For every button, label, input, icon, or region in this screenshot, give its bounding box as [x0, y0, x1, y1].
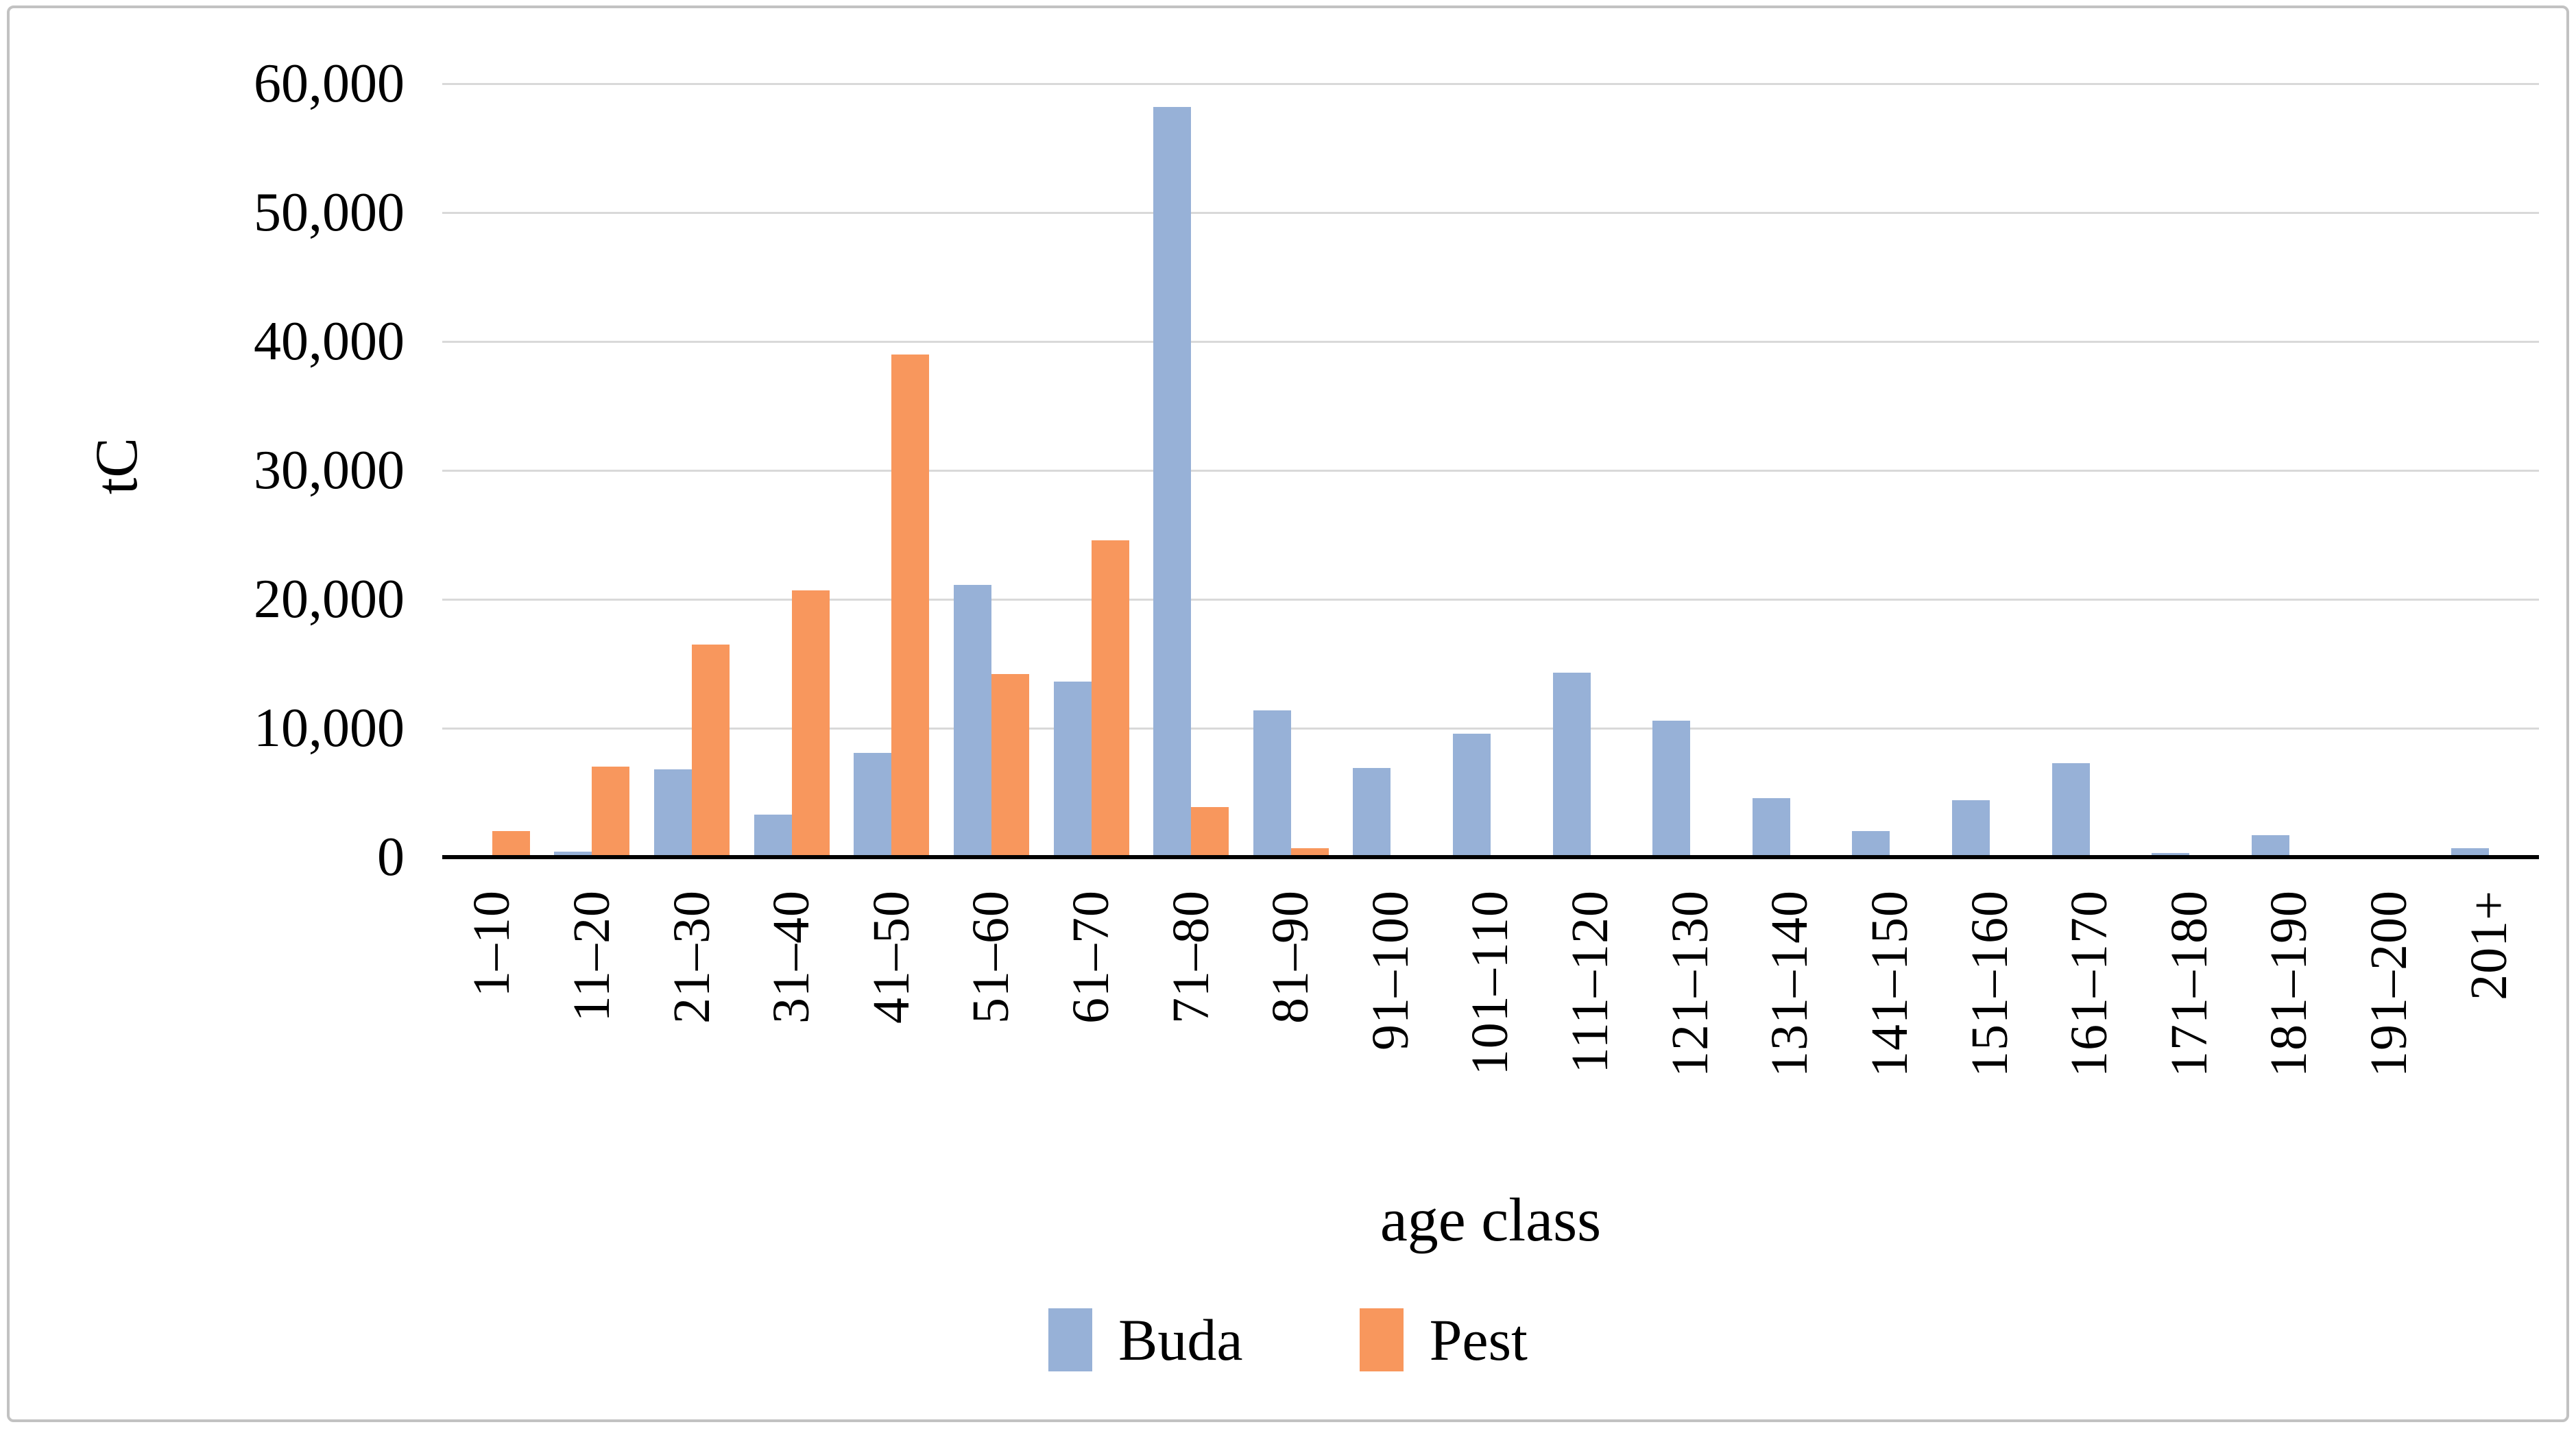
x-tick-label-text: 11–20	[562, 890, 621, 1022]
x-axis-line	[442, 855, 2539, 859]
x-axis-title: age class	[1380, 1186, 1602, 1254]
gridline-30000	[442, 470, 2539, 472]
bar-pest-51–60	[991, 674, 1029, 857]
bar-buda-11–20	[554, 852, 592, 857]
x-tick-label-text: 201+	[2459, 890, 2518, 1000]
legend-item-buda: Buda	[1048, 1308, 1243, 1371]
bar-pest-61–70	[1091, 540, 1129, 857]
bar-buda-201+	[2451, 848, 2490, 857]
bar-buda-41–50	[854, 752, 892, 857]
bar-buda-21–30	[654, 769, 693, 857]
legend-label-buda: Buda	[1118, 1307, 1243, 1373]
x-tick-label-text: 51–60	[962, 890, 1020, 1024]
x-tick-label-81–90: 81–90	[1241, 890, 1341, 1024]
x-tick-label-text: 181–190	[2260, 890, 2318, 1077]
y-tick-label: 0	[377, 827, 405, 887]
x-tick-label-text: 141–150	[1860, 890, 1918, 1077]
bar-buda-71–80	[1153, 106, 1192, 857]
legend-item-pest: Pest	[1359, 1307, 1528, 1373]
x-tick-label-41–50: 41–50	[841, 890, 941, 1024]
bar-pest-21–30	[692, 644, 730, 857]
bar-pest-31–40	[791, 590, 830, 857]
y-tick-label: 10,000	[254, 698, 405, 758]
bar-buda-61–70	[1053, 682, 1092, 857]
x-tick-label-91–100: 91–100	[1341, 890, 1441, 1050]
bar-buda-151–160	[1952, 800, 1990, 857]
bar-pest-11–20	[592, 767, 630, 857]
bar-pest-41–50	[891, 354, 930, 857]
x-tick-label-text: 171–180	[2160, 890, 2218, 1077]
bar-pest-81–90	[1290, 848, 1329, 857]
y-tick-label: 60,000	[254, 53, 405, 114]
bar-buda-91–100	[1353, 768, 1391, 857]
bar-buda-141–150	[1852, 831, 1890, 857]
gridline-40000	[442, 341, 2539, 343]
x-tick-label-text: 111–120	[1561, 890, 1620, 1074]
x-tick-label-text: 131–140	[1761, 890, 1819, 1077]
x-tick-label-151–160: 151–160	[1940, 890, 2040, 1077]
bar-buda-31–40	[754, 814, 792, 857]
legend-label-pest: Pest	[1429, 1307, 1528, 1373]
x-tick-label-201+: 201+	[2439, 890, 2539, 1000]
y-tick-label: 40,000	[254, 311, 405, 372]
gridline-10000	[442, 728, 2539, 730]
x-tick-label-51–60: 51–60	[941, 890, 1042, 1024]
x-tick-label-text: 71–80	[1161, 890, 1220, 1024]
y-tick-label: 50,000	[254, 182, 405, 243]
x-tick-label-text: 1–10	[463, 890, 521, 997]
x-tick-label-text: 161–170	[2060, 890, 2119, 1077]
bar-buda-131–140	[1752, 797, 1790, 857]
bar-buda-181–190	[2251, 835, 2289, 857]
gridline-50000	[442, 212, 2539, 214]
x-tick-label-191–200: 191–200	[2339, 890, 2440, 1077]
gridline-20000	[442, 599, 2539, 601]
x-tick-label-121–130: 121–130	[1640, 890, 1740, 1077]
x-tick-label-text: 61–70	[1062, 890, 1120, 1024]
bar-buda-121–130	[1652, 720, 1691, 857]
x-tick-label-text: 41–50	[862, 890, 920, 1024]
x-tick-label-31–40: 31–40	[742, 890, 842, 1024]
chart-legend: Buda Pest	[0, 1308, 2576, 1371]
x-tick-label-text: 91–100	[1361, 890, 1419, 1050]
x-tick-label-text: 31–40	[762, 890, 821, 1024]
x-tick-label-141–150: 141–150	[1840, 890, 1940, 1077]
x-tick-label-71–80: 71–80	[1141, 890, 1241, 1024]
x-tick-label-1–10: 1–10	[442, 890, 542, 997]
x-tick-label-text: 121–130	[1661, 890, 1719, 1077]
bar-buda-161–170	[2051, 762, 2090, 857]
y-tick-label: 20,000	[254, 569, 405, 629]
bar-pest-71–80	[1191, 806, 1229, 857]
bar-buda-111–120	[1552, 673, 1591, 857]
legend-swatch-pest	[1359, 1308, 1404, 1371]
x-tick-label-text: 21–30	[662, 890, 721, 1024]
x-tick-label-61–70: 61–70	[1042, 890, 1142, 1024]
legend-swatch-buda	[1048, 1308, 1093, 1371]
x-tick-label-text: 151–160	[1960, 890, 2019, 1077]
x-axis-tick-labels: 1–10 11–20 21–30 31–40 41–50 51–60 61–70 71–80 8…	[442, 890, 2539, 1137]
x-tick-label-text: 101–110	[1461, 890, 1519, 1076]
plot-area	[442, 83, 2539, 859]
x-tick-label-text: 191–200	[2360, 890, 2418, 1077]
bar-pest-1–10	[492, 831, 530, 857]
bar-buda-51–60	[953, 585, 991, 857]
x-tick-label-21–30: 21–30	[642, 890, 742, 1024]
x-tick-label-111–120: 111–120	[1541, 890, 1641, 1073]
bar-buda-101–110	[1453, 733, 1491, 857]
x-tick-label-text: 81–90	[1262, 890, 1320, 1024]
gridline-60000	[442, 83, 2539, 85]
y-tick-label: 30,000	[254, 440, 405, 501]
x-tick-label-101–110: 101–110	[1441, 890, 1541, 1075]
x-tick-label-181–190: 181–190	[2239, 890, 2339, 1077]
x-tick-label-131–140: 131–140	[1740, 890, 1840, 1077]
x-tick-label-171–180: 171–180	[2140, 890, 2240, 1077]
bar-buda-81–90	[1253, 710, 1291, 857]
x-tick-label-161–170: 161–170	[2040, 890, 2140, 1077]
x-tick-label-11–20: 11–20	[542, 890, 642, 1022]
